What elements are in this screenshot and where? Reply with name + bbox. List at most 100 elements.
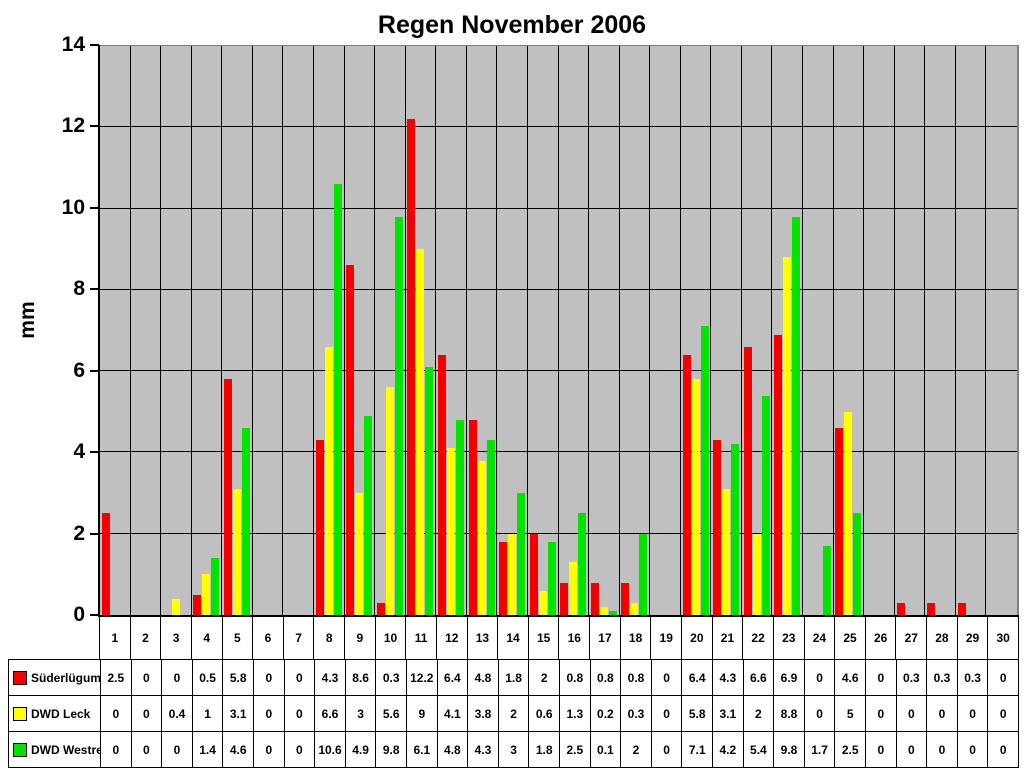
value-series2-day-8: 6.6 (315, 696, 346, 732)
value-series2-day-3: 0.4 (162, 696, 193, 732)
day-label-27: 27 (896, 617, 928, 659)
bar-series3-day-21 (731, 444, 740, 615)
bar-series3-day-12 (456, 419, 464, 615)
bar-series1-day-9 (346, 265, 355, 615)
day-label-1: 1 (100, 617, 131, 659)
value-series1-day-1: 2.5 (101, 660, 132, 696)
day-column-23 (772, 46, 804, 615)
value-series1-day-5: 5.8 (223, 660, 254, 696)
legend-row-3: DWD Westre (9, 732, 101, 768)
series-name-1: Süderlügum (31, 670, 101, 685)
value-series3-day-22: 5.4 (743, 732, 775, 768)
y-tick-label-2: 2 (73, 521, 85, 545)
day-label-26: 26 (866, 617, 897, 659)
y-tick-label-10: 10 (61, 195, 85, 219)
day-column-5 (222, 46, 253, 615)
value-series3-day-2: 0 (131, 732, 163, 768)
y-tick-12 (90, 125, 99, 128)
value-series3-day-25: 2.5 (835, 732, 866, 768)
bar-series3-day-4 (211, 558, 220, 615)
day-column-8 (314, 46, 345, 615)
value-series1-day-30: 0 (988, 660, 1019, 696)
value-series3-day-24: 1.7 (804, 732, 836, 768)
bar-series3-day-15 (547, 541, 556, 615)
day-label-4: 4 (192, 617, 223, 659)
value-series1-day-11: 12.2 (407, 660, 438, 696)
x-axis-day-row: 1 2 3 4 5 6 7 8 9 10 11 12 13 14 15 16 17 18 19 20 21 22 23 24 2… (99, 617, 1019, 659)
value-series1-day-12: 6.4 (437, 660, 469, 696)
bar-series2-day-25 (844, 411, 853, 615)
value-series2-day-14: 2 (498, 696, 530, 732)
y-tick-4 (90, 451, 99, 454)
value-series2-day-11: 9 (407, 696, 438, 732)
bar-series2-day-4 (202, 574, 211, 615)
value-series3-day-28: 0 (927, 732, 958, 768)
day-label-17: 17 (590, 617, 621, 659)
day-column-14 (497, 46, 528, 615)
value-series1-day-15: 2 (529, 660, 560, 696)
day-label-30: 30 (988, 617, 1019, 659)
value-series3-day-21: 4.2 (713, 732, 744, 768)
day-column-18 (620, 46, 651, 615)
bar-series1-day-14 (499, 541, 508, 615)
day-label-3: 3 (161, 617, 192, 659)
gridline-2 (100, 532, 1017, 534)
bar-series2-day-15 (538, 590, 547, 615)
value-series3-day-23: 9.8 (774, 732, 805, 768)
day-column-17 (589, 46, 620, 615)
value-series3-day-18: 2 (621, 732, 652, 768)
day-label-14: 14 (498, 617, 529, 659)
value-series1-day-7: 0 (284, 660, 316, 696)
series-name-3: DWD Westre (31, 742, 101, 757)
bar-series1-day-11 (407, 119, 416, 615)
day-label-23: 23 (774, 617, 805, 659)
day-label-16: 16 (559, 617, 591, 659)
chart-title: Regen November 2006 (377, 11, 647, 39)
x-axis-line (98, 615, 1019, 617)
value-series1-day-13: 4.8 (468, 660, 499, 696)
bar-series3-day-23 (792, 216, 801, 615)
day-label-15: 15 (529, 617, 560, 659)
day-label-6: 6 (253, 617, 284, 659)
y-tick-label-8: 8 (73, 277, 85, 301)
value-series3-day-10: 9.8 (376, 732, 407, 768)
day-column-24 (803, 46, 834, 615)
day-label-13: 13 (468, 617, 499, 659)
gridline-6 (100, 370, 1017, 372)
value-series2-day-29: 0 (957, 696, 989, 732)
bar-series1-day-16 (560, 582, 569, 615)
bar-series1-day-21 (713, 440, 722, 615)
bar-series2-day-23 (783, 257, 792, 615)
day-column-12 (436, 46, 467, 615)
day-column-16 (559, 46, 590, 615)
bar-series3-day-22 (761, 395, 770, 615)
y-tick-8 (90, 288, 99, 291)
value-series1-day-23: 6.9 (774, 660, 805, 696)
value-series1-day-18: 0.8 (621, 660, 652, 696)
value-series1-day-8: 4.3 (315, 660, 346, 696)
bar-series2-day-8 (324, 346, 333, 615)
value-series1-day-3: 0 (162, 660, 193, 696)
value-series2-day-4: 1 (192, 696, 224, 732)
value-series2-day-1: 0 (101, 696, 132, 732)
day-label-19: 19 (651, 617, 683, 659)
day-column-2 (131, 46, 162, 615)
day-column-15 (528, 46, 559, 615)
bar-series2-day-9 (355, 493, 364, 615)
value-series2-day-12: 4.1 (437, 696, 469, 732)
day-label-11: 11 (406, 617, 437, 659)
day-column-21 (711, 46, 742, 615)
value-series1-day-4: 0.5 (192, 660, 224, 696)
legend-swatch-3 (13, 742, 27, 757)
value-series1-day-16: 0.8 (560, 660, 591, 696)
bar-series3-day-11 (425, 367, 434, 615)
day-column-7 (283, 46, 314, 615)
day-label-10: 10 (376, 617, 407, 659)
day-column-29 (956, 46, 987, 615)
value-series1-day-25: 4.6 (835, 660, 866, 696)
value-series3-day-29: 0 (957, 732, 989, 768)
day-label-12: 12 (437, 617, 468, 659)
value-series3-day-14: 3 (498, 732, 530, 768)
bar-series2-day-21 (722, 489, 731, 615)
value-series3-day-8: 10.6 (315, 732, 346, 768)
